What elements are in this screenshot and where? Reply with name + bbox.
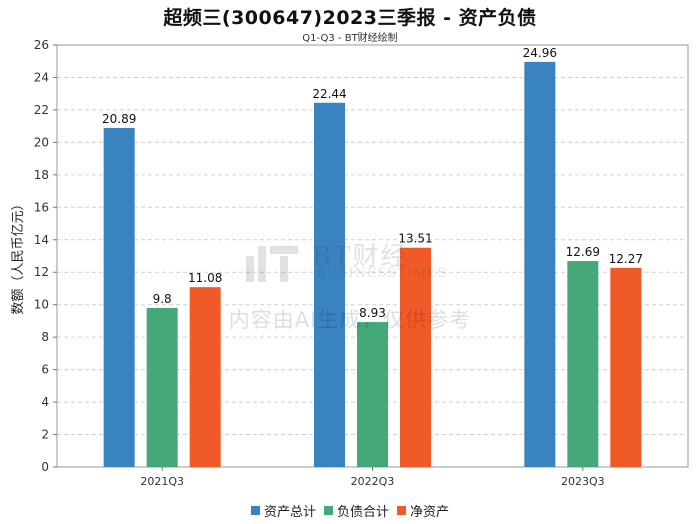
y-tick-label: 6 — [41, 363, 49, 377]
y-tick-label: 14 — [34, 233, 49, 247]
bar — [146, 307, 178, 467]
x-tick-label: 2022Q3 — [351, 475, 395, 488]
bar — [610, 267, 642, 467]
y-tick-label: 26 — [34, 38, 49, 52]
y-tick-label: 4 — [41, 395, 49, 409]
chart-legend: 资产总计 负债合计 净资产 — [0, 501, 700, 520]
watermark-brand: BT财经 — [312, 242, 409, 272]
x-tick-label: 2021Q3 — [140, 475, 184, 488]
legend-item: 资产总计 — [250, 501, 316, 520]
bar — [189, 287, 221, 467]
legend-label: 负债合计 — [336, 505, 389, 520]
y-tick-label: 20 — [34, 135, 49, 149]
data-label: 9.8 — [153, 292, 172, 306]
y-tick-label: 16 — [34, 200, 49, 214]
legend-item: 负债合计 — [323, 501, 389, 520]
y-axis-label: 数额（人民币亿元） — [11, 197, 26, 314]
data-label: 20.89 — [102, 112, 136, 126]
chart-subtitle: Q1-Q3 - BT财经绘制 — [302, 33, 398, 44]
data-label: 24.96 — [523, 46, 557, 60]
bar — [524, 61, 556, 467]
watermark-disclaimer: 内容由AI生成，仅供参考 — [228, 308, 472, 332]
bar — [400, 247, 431, 467]
legend-swatch — [250, 506, 260, 515]
legend-item: 净资产 — [397, 501, 449, 520]
bar — [357, 322, 388, 467]
bt-logo-icon — [246, 246, 298, 282]
legend-label: 资产总计 — [263, 505, 316, 520]
data-label: 13.51 — [398, 232, 432, 246]
data-label: 12.69 — [566, 245, 600, 259]
y-tick-label: 22 — [34, 103, 49, 117]
watermark-brand-en: BUSINESSTIMES — [316, 266, 448, 281]
watermark: BT财经 BUSINESSTIMES — [244, 238, 474, 288]
chart-title: 超频三(300647)2023三季报 - 资产负债 — [163, 7, 537, 29]
bar — [314, 102, 345, 467]
data-label: 11.08 — [188, 271, 222, 285]
y-tick-label: 0 — [41, 460, 49, 474]
y-tick-label: 12 — [34, 265, 49, 279]
legend-label: 净资产 — [410, 505, 450, 520]
y-tick-label: 10 — [34, 298, 49, 312]
x-tick-label: 2023Q3 — [561, 475, 605, 488]
legend-swatch — [397, 506, 406, 515]
data-label: 8.93 — [359, 306, 386, 320]
bar — [103, 127, 135, 467]
y-tick-label: 8 — [41, 330, 49, 344]
legend-swatch — [323, 506, 333, 515]
bar — [567, 261, 599, 467]
y-tick-label: 24 — [34, 70, 49, 84]
y-tick-label: 18 — [34, 168, 49, 182]
data-label: 12.27 — [609, 252, 643, 266]
y-tick-label: 2 — [41, 428, 49, 442]
data-label: 22.44 — [312, 87, 346, 101]
